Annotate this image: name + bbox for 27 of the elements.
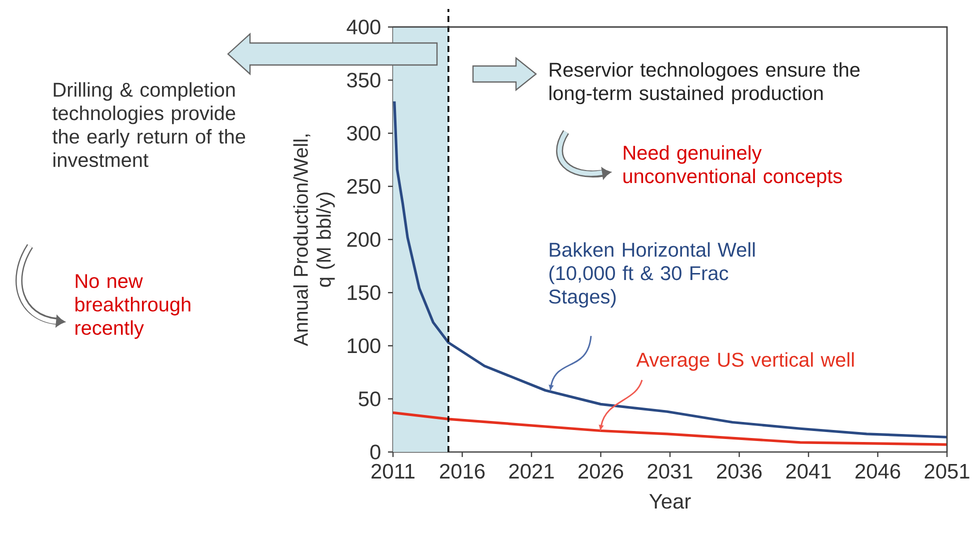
y-tick-label: 400 (346, 20, 380, 34)
x-tick-label: 2031 (648, 464, 692, 479)
x-tick-label: 2041 (786, 464, 831, 479)
x-tick-label: 2011 (372, 464, 414, 479)
x-tick-label: 2026 (578, 464, 624, 479)
annotation: Need genuinely unconventional concepts (624, 145, 842, 188)
x-tick-label: 2046 (856, 464, 900, 479)
text: Bakken Horizontal Well (10,000 ft & 30 Frac Stages) (549, 242, 755, 308)
x-tick-label: 2036 (717, 464, 762, 479)
x-tick-label: 2021 (509, 464, 554, 479)
y-tick-label: 50 (358, 391, 380, 406)
text: Average US vertical well (636, 352, 854, 371)
line-series (392, 411, 948, 446)
y-tick-label: 150 (348, 285, 380, 300)
y-tick-label: 300 (347, 126, 380, 141)
y-tick-label: 100 (348, 338, 380, 354)
y-tick-label: 250 (347, 178, 380, 194)
x-axis-title: Year (649, 494, 691, 509)
annotation: Reservior technologoes ensure the long-term sustained production (550, 62, 860, 104)
y-tick-label: 0 (370, 444, 380, 460)
text: Drilling & completion technologies provide the early return of the investment (52, 82, 246, 168)
y-tick-label: 350 (347, 72, 380, 88)
text: No new breakthrough recently (75, 274, 190, 339)
y-tick-label: 200 (347, 232, 380, 247)
y-axis-title: Annual Production/Well, q (M bbl/y) (293, 134, 335, 346)
x-tick-label: 2051 (924, 464, 970, 479)
x-tick-label: 2016 (440, 464, 485, 479)
